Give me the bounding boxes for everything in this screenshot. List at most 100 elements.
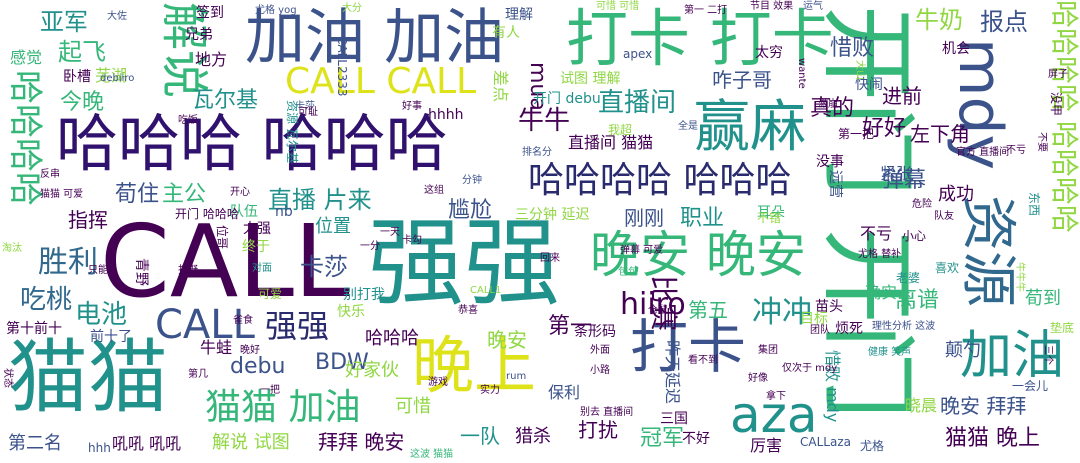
cloud-word: 晚安 拜拜 bbox=[940, 394, 1027, 418]
cloud-word: 惜败 bbox=[830, 36, 875, 61]
cloud-word: 三分钟 延迟 bbox=[515, 207, 590, 223]
cloud-word: 可爱 bbox=[258, 287, 283, 301]
cloud-word: 弹幕 可爱 bbox=[620, 245, 664, 256]
cloud-word: 三国 bbox=[660, 411, 688, 427]
cloud-word: 哈哈哈哈 哈哈哈哈 bbox=[1048, 0, 1080, 233]
cloud-word: 大分 bbox=[342, 3, 362, 14]
cloud-word: 亚军 bbox=[40, 8, 88, 36]
cloud-word: 理解 bbox=[505, 7, 533, 23]
cloud-word: 一队 bbox=[460, 424, 500, 448]
cloud-word: 第二名 bbox=[8, 433, 62, 454]
cloud-word: 有人 bbox=[492, 25, 520, 41]
cloud-word: 仅次于 mdy bbox=[782, 363, 838, 374]
cloud-word: 荀住 bbox=[115, 182, 160, 207]
cloud-word: 只能 bbox=[88, 265, 108, 276]
cloud-word: 打野 bbox=[178, 265, 198, 276]
cloud-word: 晚好 bbox=[240, 345, 260, 356]
cloud-word: 离谱 bbox=[895, 288, 940, 313]
cloud-word: 太强 bbox=[243, 221, 271, 237]
cloud-word: 滋崩 bbox=[818, 99, 838, 110]
cloud-word: 屏子 bbox=[1048, 69, 1068, 80]
cloud-word: 冲冲 bbox=[752, 295, 812, 330]
cloud-word: 今晚 bbox=[60, 90, 105, 115]
cloud-word: 拜拜 晚安 bbox=[318, 430, 405, 454]
cloud-word: 队伍 bbox=[230, 204, 258, 220]
cloud-word: hhh bbox=[88, 441, 111, 455]
cloud-word: 好像 bbox=[748, 373, 768, 384]
cloud-word: 队友 bbox=[934, 211, 954, 222]
cloud-word: 比赛 bbox=[647, 275, 680, 332]
cloud-word: 雀食 bbox=[233, 315, 253, 326]
cloud-word: 一天 bbox=[380, 227, 400, 238]
cloud-word: 我超 bbox=[608, 123, 633, 137]
cloud-word: 拿下 bbox=[766, 391, 786, 402]
cloud-word: 哈哈哈哈 哈哈哈 bbox=[528, 160, 792, 201]
cloud-word: 三个 bbox=[1042, 345, 1053, 365]
cloud-word: 全是 bbox=[678, 121, 698, 132]
cloud-word: 解说 试图 bbox=[212, 432, 290, 453]
cloud-word: 芜湖 bbox=[95, 66, 128, 85]
cloud-word: 直播 片来 bbox=[268, 186, 372, 214]
cloud-word: 确实 bbox=[865, 283, 898, 302]
cloud-word: 猫猫 加油 bbox=[205, 387, 361, 428]
cloud-word: 试图 理解 bbox=[560, 71, 621, 87]
cloud-word: 目标 bbox=[800, 311, 828, 327]
cloud-word: 猫猫 晚上 bbox=[945, 426, 1040, 451]
cloud-word: 猫猫 bbox=[8, 331, 168, 424]
cloud-word: 弹幕 bbox=[882, 168, 927, 193]
cloud-word: 加油 加油 bbox=[245, 3, 505, 73]
cloud-word: 进前 bbox=[882, 84, 922, 108]
cloud-word: 晓晨 bbox=[905, 396, 938, 415]
cloud-word: 恭喜 bbox=[458, 305, 478, 316]
cloud-word: 危险 bbox=[912, 199, 932, 210]
cloud-word: 真的 bbox=[810, 96, 855, 121]
cloud-word: 刚刚 bbox=[624, 206, 664, 230]
cloud-word: 惜败 mdy bbox=[823, 350, 842, 423]
cloud-word: 不亏 bbox=[1006, 145, 1026, 156]
cloud-word: 吼吼 吼吼 bbox=[112, 434, 182, 453]
cloud-word: 尤格 bbox=[860, 439, 885, 453]
cloud-word: 昨天延迟 bbox=[663, 340, 682, 405]
cloud-word: CALLaza bbox=[800, 435, 851, 449]
cloud-word: 第几 bbox=[188, 369, 208, 380]
cloud-word: 哈哈哈 bbox=[365, 328, 419, 349]
cloud-word: 哈哈哈 哈哈哈 bbox=[56, 107, 448, 180]
cloud-word: 反串 bbox=[40, 169, 60, 180]
cloud-word: 卧槽 bbox=[63, 69, 91, 85]
cloud-word: CALL bbox=[100, 203, 350, 320]
cloud-word: 打卡 打卡 bbox=[566, 2, 834, 75]
cloud-word: 尤格 替补 bbox=[858, 249, 902, 260]
cloud-word: 厉害 bbox=[750, 436, 783, 455]
cloud-word: apex bbox=[623, 47, 653, 61]
cloud-word: 大山 bbox=[854, 60, 865, 80]
cloud-word: 位置 bbox=[315, 216, 351, 237]
cloud-word: 包包 bbox=[618, 267, 638, 278]
cloud-word: 前十了 bbox=[90, 329, 132, 345]
cloud-word: 别打我 bbox=[343, 287, 385, 303]
cloud-word: 猎杀 bbox=[515, 426, 551, 447]
cloud-word: wante bbox=[796, 58, 807, 89]
cloud-word: 对面 bbox=[252, 263, 272, 274]
cloud-word: 感觉 bbox=[10, 48, 43, 67]
cloud-word: 没甲 bbox=[1049, 92, 1063, 117]
cloud-word: 牛牛 bbox=[518, 106, 571, 136]
cloud-word: 吃桃 bbox=[20, 285, 73, 315]
cloud-word: CALL2333 bbox=[335, 36, 349, 97]
cloud-word: CALL CALL bbox=[285, 61, 477, 102]
cloud-word: aza bbox=[730, 386, 818, 444]
cloud-word: 耳朵 bbox=[757, 205, 785, 221]
cloud-word: 资源 瓦尔基 bbox=[285, 100, 299, 164]
cloud-word: 条形码 bbox=[574, 324, 616, 340]
cloud-word: 开门 debu bbox=[533, 91, 601, 107]
cloud-word: 仓鼠 bbox=[648, 305, 668, 316]
cloud-word: 终于 bbox=[242, 239, 270, 255]
cloud-word: 节目 效果 bbox=[750, 1, 794, 12]
cloud-word: CALL bbox=[155, 302, 255, 348]
cloud-word: 尤格 yog bbox=[255, 5, 297, 16]
cloud-word: 哈哈哈哈 bbox=[5, 70, 45, 206]
cloud-word: 健康 笑声 bbox=[868, 347, 912, 358]
cloud-word: 集团 bbox=[758, 345, 778, 356]
cloud-word: 左下角 bbox=[910, 122, 970, 146]
cloud-word: 没事 bbox=[816, 154, 844, 170]
